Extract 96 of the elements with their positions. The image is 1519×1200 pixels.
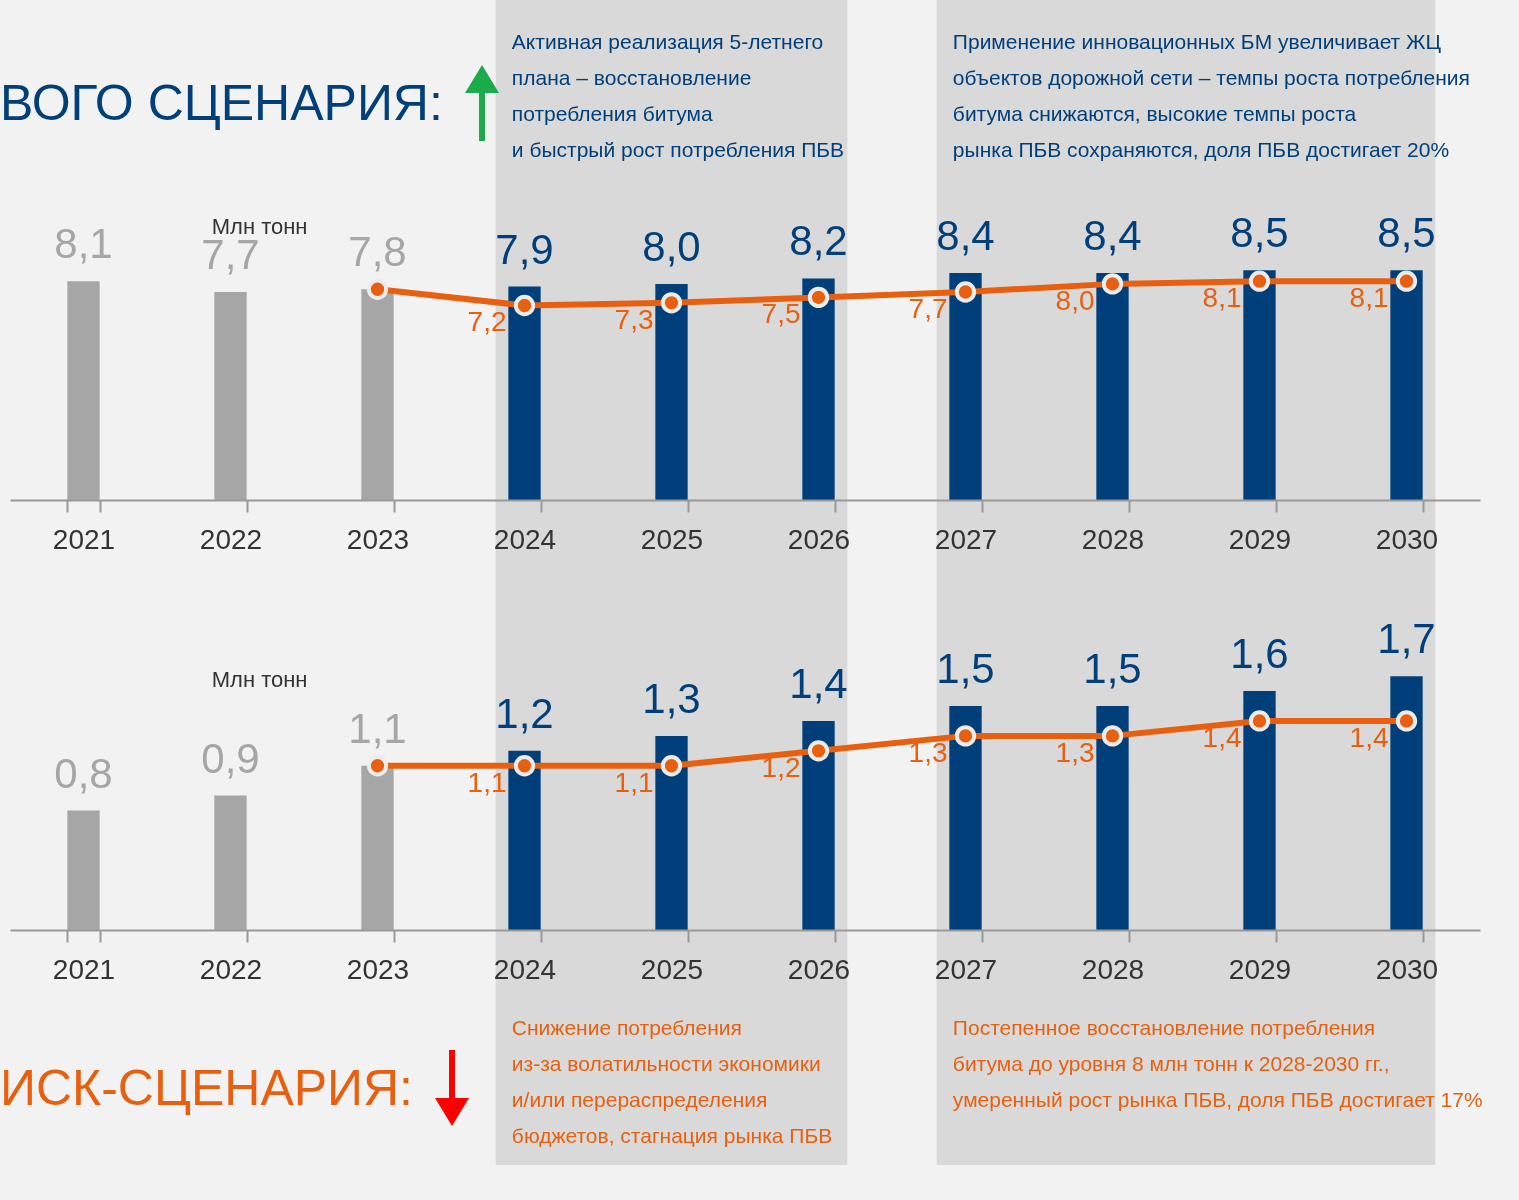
data-label: 1,1 <box>348 704 407 752</box>
data-label: 1,2 <box>761 751 801 783</box>
data-label: 0,8 <box>54 749 113 797</box>
point <box>366 755 389 777</box>
text: ИСК-СЦЕНАРИЯ: <box>0 1059 414 1117</box>
data-label: 0,9 <box>201 734 260 782</box>
data-label: 1,4 <box>1202 721 1242 753</box>
data-label: 1,5 <box>936 645 995 693</box>
data-label: 8,4 <box>936 212 995 260</box>
y-axis-title: Млн тонн <box>211 667 308 692</box>
data-label: 1,3 <box>1055 736 1095 768</box>
data-label: 1,3 <box>642 674 701 722</box>
bar <box>361 289 394 500</box>
point <box>954 281 977 303</box>
bar <box>1390 270 1423 500</box>
point <box>1395 270 1418 292</box>
bar <box>949 706 982 930</box>
point <box>513 294 536 317</box>
data-label: 7,3 <box>614 303 654 335</box>
data-label: 8,5 <box>1377 209 1436 257</box>
data-label: 8,1 <box>1349 282 1389 314</box>
data-label: 1,1 <box>467 766 507 798</box>
data-label: 7,5 <box>761 298 801 330</box>
data-label: 1,3 <box>908 736 948 768</box>
data-label: 7,8 <box>348 228 407 276</box>
bar <box>508 286 541 500</box>
bar <box>1096 706 1129 930</box>
x-tick-label: 2023 <box>346 523 410 555</box>
data-label: 1,6 <box>1230 630 1289 678</box>
data-label: 7,9 <box>495 225 554 273</box>
x-tick-label: 2024 <box>493 523 557 555</box>
data-label: 8,4 <box>1083 212 1142 260</box>
point <box>1101 273 1124 295</box>
point <box>660 292 683 314</box>
data-label: 8,1 <box>1202 282 1242 314</box>
x-tick-label: 2021 <box>52 523 116 555</box>
band-label: Постепенное восстановление потребления битума до уровня 8 млн тонн к 2028-2030 гг., умеренный рост рынка ПБВ, доля ПБВ достигает 17% <box>952 1016 1483 1111</box>
data-label: 1,2 <box>495 689 554 737</box>
band-label: Активная реализация 5-летнего плана – восстановление потребления битума и быстрый рост потребления ПБВ <box>511 30 845 161</box>
x-tick-label: 2025 <box>640 953 704 985</box>
bar <box>802 720 835 930</box>
x-tick-label: 2024 <box>493 953 557 985</box>
bar <box>802 278 835 500</box>
x-tick-label: 2030 <box>1375 953 1439 985</box>
x-tick-label: 2030 <box>1375 523 1439 555</box>
data-label: 8,1 <box>54 220 113 268</box>
bar <box>1390 676 1423 930</box>
bar <box>361 765 394 930</box>
bar <box>214 795 247 930</box>
band-label: Применение инновационных БМ увеличивает ЖЦ объектов дорожной сети – темпы роста потребления битума снижаются, высокие темпы роста рынка ПБВ сохраняются, доля ПБВ достигает 20% <box>952 30 1470 161</box>
bar <box>655 735 688 930</box>
x-tick-label: 2028 <box>1081 953 1145 985</box>
x-tick-label: 2027 <box>934 523 998 555</box>
data-label: 8,0 <box>642 222 701 270</box>
bar <box>949 273 982 500</box>
data-label: 1,1 <box>614 766 654 798</box>
band-label: Снижение потребления из-за волатильности экономики и/или перераспределения бюджетов, стагнация рынка ПБВ <box>511 1016 833 1147</box>
bar <box>214 291 247 500</box>
point <box>660 755 683 777</box>
data-label: 1,4 <box>789 659 848 707</box>
x-tick-label: 2026 <box>787 523 851 555</box>
point <box>807 286 830 309</box>
data-label: 7,2 <box>467 306 507 338</box>
point <box>1395 710 1418 732</box>
point <box>513 755 536 777</box>
chart-title: ВОГО СЦЕНАРИЯ: <box>0 74 443 132</box>
data-label: 8,2 <box>789 217 848 265</box>
x-tick-label: 2029 <box>1228 953 1292 985</box>
bar <box>1096 273 1129 500</box>
data-label: 8,5 <box>1230 209 1289 257</box>
point <box>1248 710 1271 732</box>
data-label: 1,7 <box>1377 615 1436 663</box>
bar <box>508 750 541 930</box>
bar <box>67 810 100 930</box>
point <box>366 278 389 300</box>
x-tick-label: 2022 <box>199 523 263 555</box>
x-tick-label: 2026 <box>787 953 851 985</box>
point <box>1248 270 1271 292</box>
x-tick-label: 2021 <box>52 953 116 985</box>
x-tick-label: 2022 <box>199 953 263 985</box>
data-label: 7,7 <box>908 292 948 324</box>
x-tick-label: 2025 <box>640 523 704 555</box>
bar <box>1243 270 1276 500</box>
data-label: 1,4 <box>1349 721 1389 753</box>
x-tick-label: 2029 <box>1228 523 1292 555</box>
point <box>807 740 830 762</box>
point <box>954 725 977 747</box>
data-label: 1,5 <box>1083 645 1142 693</box>
x-tick-label: 2028 <box>1081 523 1145 555</box>
bar <box>655 283 688 500</box>
data-label: 8,0 <box>1055 284 1095 316</box>
bar <box>1243 691 1276 930</box>
x-tick-label: 2027 <box>934 953 998 985</box>
x-tick-label: 2023 <box>346 953 410 985</box>
bar <box>67 281 100 500</box>
point <box>1101 725 1124 747</box>
